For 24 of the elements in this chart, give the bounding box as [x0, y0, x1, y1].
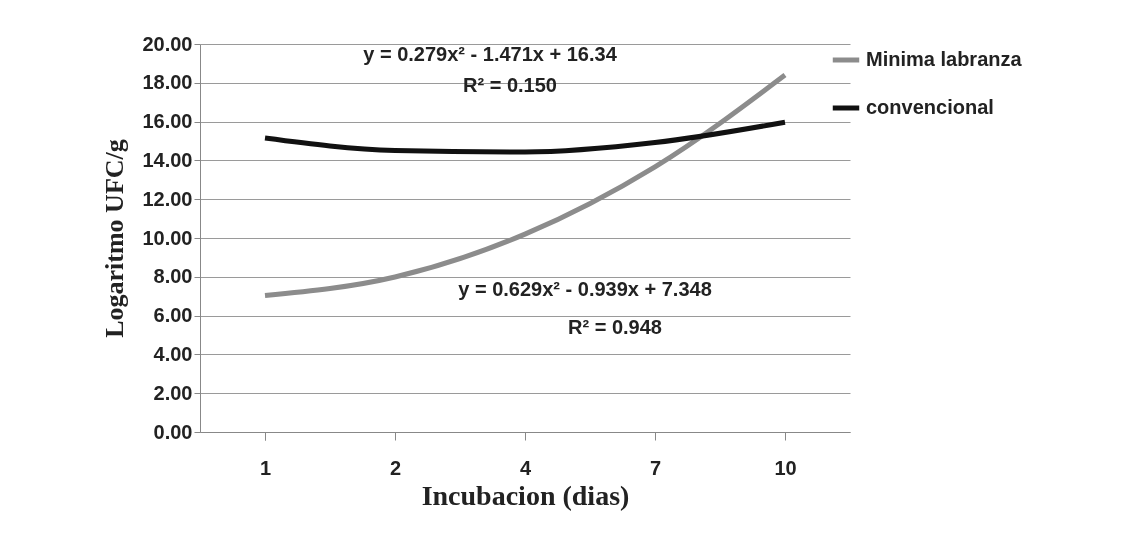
y-tick-label: 14.00 [142, 148, 193, 171]
annotation: y = 0.629x² - 0.939x + 7.348 [458, 278, 712, 300]
x-tick-label: 7 [649, 456, 662, 479]
x-axis-title: Incubacion (dias) [421, 479, 630, 511]
y-tick-label: 16.00 [142, 110, 193, 133]
annotation: y = 0.279x² - 1.471x + 16.34 [363, 43, 618, 65]
y-tick-label: 20.00 [142, 32, 193, 55]
y-axis-title: Logaritmo UFC/g [100, 139, 130, 338]
y-tick-label: 2.00 [153, 381, 193, 404]
y-tick-label: 18.00 [142, 71, 193, 94]
y-tick-label: 8.00 [153, 265, 193, 288]
y-tick-label: 4.00 [153, 342, 193, 365]
legend-label: Minima labranza [866, 48, 1023, 70]
y-tick-label: 0.00 [153, 420, 193, 443]
x-tick-label: 2 [389, 456, 402, 479]
y-tick-label: 12.00 [142, 187, 193, 210]
x-tick-label: 4 [519, 456, 532, 479]
annotation: R² = 0.150 [463, 74, 557, 96]
x-tick-label: 1 [259, 456, 272, 479]
y-tick-label: 6.00 [153, 304, 193, 327]
annotation: R² = 0.948 [568, 316, 662, 338]
legend-label: convencional [866, 96, 994, 118]
x-tick-label: 10 [774, 456, 797, 479]
y-tick-label: 10.00 [142, 226, 193, 249]
